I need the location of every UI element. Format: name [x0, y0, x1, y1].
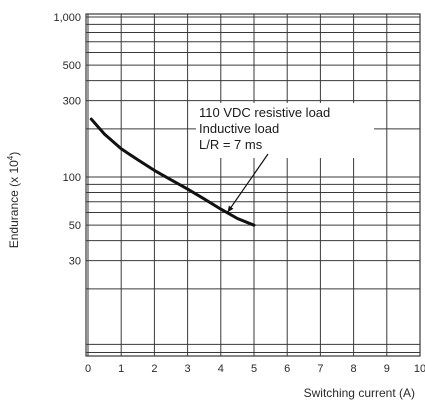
y-tick-label: 30 [69, 256, 81, 268]
endurance-curve [89, 117, 256, 227]
series [89, 117, 256, 227]
annotation-line-1: 110 VDC resistive load [199, 105, 330, 120]
y-tick-label: 500 [63, 60, 81, 72]
y-axis-label: Endurance (x 104) [6, 152, 21, 249]
y-tick-label: 1,000 [53, 12, 81, 24]
x-tick-label: 7 [317, 363, 323, 375]
annotation-line-2: Inductive load [199, 121, 279, 136]
y-tick-label: 100 [63, 172, 81, 184]
y-tick-label: 300 [63, 96, 81, 108]
annotation: 110 VDC resistive load Inductive load L/… [196, 103, 374, 158]
x-tick-label: 5 [251, 363, 257, 375]
y-tick-label: 50 [69, 220, 81, 232]
x-tick-label: 2 [151, 363, 157, 375]
x-tick-label: 4 [218, 363, 224, 375]
y-axis-label-exponent: 4 [6, 155, 15, 160]
x-tick-label: 10 [414, 363, 425, 375]
annotation-background [196, 103, 374, 158]
x-tick-label: 1 [118, 363, 124, 375]
annotation-arrowhead [227, 205, 234, 213]
x-tick-label: 3 [185, 363, 191, 375]
x-tick-label: 0 [85, 363, 91, 375]
x-axis-label: Switching current (A) [304, 386, 415, 400]
x-tick-label: 9 [384, 363, 390, 375]
annotation-line-3: L/R = 7 ms [199, 137, 263, 152]
x-tick-label: 8 [351, 363, 357, 375]
annotation-arrow [226, 153, 269, 213]
x-tick-label: 6 [284, 363, 290, 375]
grid [85, 13, 421, 357]
